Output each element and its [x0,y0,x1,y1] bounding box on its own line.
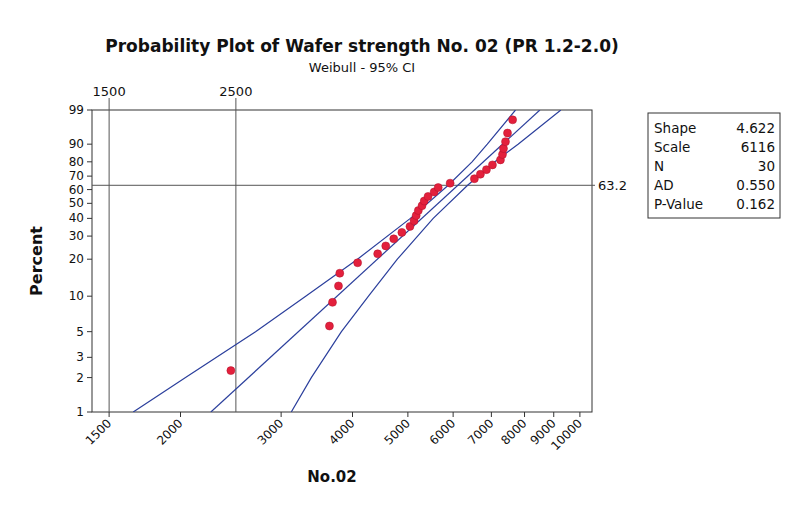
x-tick-label: 6000 [427,416,458,447]
x-tick [352,412,353,417]
y-tick-label: 1 [76,405,84,419]
data-point [446,179,454,187]
y-tick [87,110,92,111]
subtitle: Weibull - 95% CI [309,60,415,75]
y-tick [87,203,92,204]
stats-value: 30 [758,158,775,174]
y-tick-label: 10 [69,289,84,303]
x-tick [180,412,181,417]
y-tick-label: 99 [69,103,84,117]
data-point [354,259,362,267]
data-point [382,242,390,250]
data-point [336,269,344,277]
data-point [502,138,510,146]
y-tick [87,357,92,358]
reference-line [92,185,595,186]
y-tick [87,236,92,237]
stats-label: Scale [654,139,690,155]
title: Probability Plot of Wafer strength No. 0… [105,36,619,56]
y-tick-label: 90 [69,137,84,151]
y-tick-label: 60 [69,183,84,197]
y-tick [87,176,92,177]
y-tick-label: 80 [69,155,84,169]
stats-value: 0.550 [736,177,775,193]
x-tick [524,412,525,417]
y-tick [87,189,92,190]
x-tick [453,412,454,417]
data-point [328,298,336,306]
reference-line [235,98,236,412]
y-tick [87,412,92,413]
data-point [488,161,496,169]
x-tick-label: 2000 [154,416,185,447]
stats-value: 4.622 [736,120,775,136]
x-tick-label: 5000 [382,416,413,447]
x-tick [553,412,554,417]
x-tick [109,412,110,417]
stats-label: N [654,158,664,174]
data-point [325,322,333,330]
y-tick [87,296,92,297]
stats-box [648,113,780,218]
reference-label: 1500 [93,84,126,99]
y-tick [87,161,92,162]
fit-line [211,110,540,412]
data-point [374,250,382,258]
y-tick-label: 5 [76,325,84,339]
ci-line [291,110,561,412]
x-tick [491,412,492,417]
data-point [334,282,342,290]
y-tick-label: 30 [69,229,84,243]
x-tick-label: 8000 [498,416,529,447]
y-tick [87,377,92,378]
x-tick-label: 7000 [465,416,496,447]
data-point [390,235,398,243]
x-tick-label: 10000 [548,416,585,453]
y-tick-label: 70 [69,169,84,183]
y-axis-title: Percent [27,226,46,296]
plot-data [133,110,561,412]
x-tick [407,412,408,417]
data-point [398,228,406,236]
background [0,0,792,507]
ci-line [133,110,515,412]
x-tick-label: 3000 [255,416,286,447]
x-axis-title: No.02 [307,468,356,486]
x-tick-label: 1500 [83,416,114,447]
x-tick [579,412,580,417]
y-tick [87,144,92,145]
y-tick-label: 3 [76,350,84,364]
reference-label: 63.2 [598,178,627,193]
y-tick [87,259,92,260]
data-point [504,129,512,137]
plot-frame [92,110,592,412]
x-tick-label: 4000 [326,416,357,447]
stats-label: P-Value [654,196,703,212]
y-tick-label: 50 [69,196,84,210]
y-tick-label: 20 [69,252,84,266]
y-tick [87,331,92,332]
y-tick-label: 2 [76,371,84,385]
stats-label: Shape [654,120,696,136]
x-tick [281,412,282,417]
stats-value: 6116 [741,139,775,155]
stats-label: AD [654,177,674,193]
data-point [509,116,517,124]
reference-line [109,98,110,412]
y-tick-label: 40 [69,211,84,225]
y-tick [87,218,92,219]
chart: Probability Plot of Wafer strength No. 0… [0,0,792,507]
stats-value: 0.162 [736,196,775,212]
reference-label: 2500 [219,84,252,99]
data-point [227,367,235,375]
data-point [434,184,442,192]
